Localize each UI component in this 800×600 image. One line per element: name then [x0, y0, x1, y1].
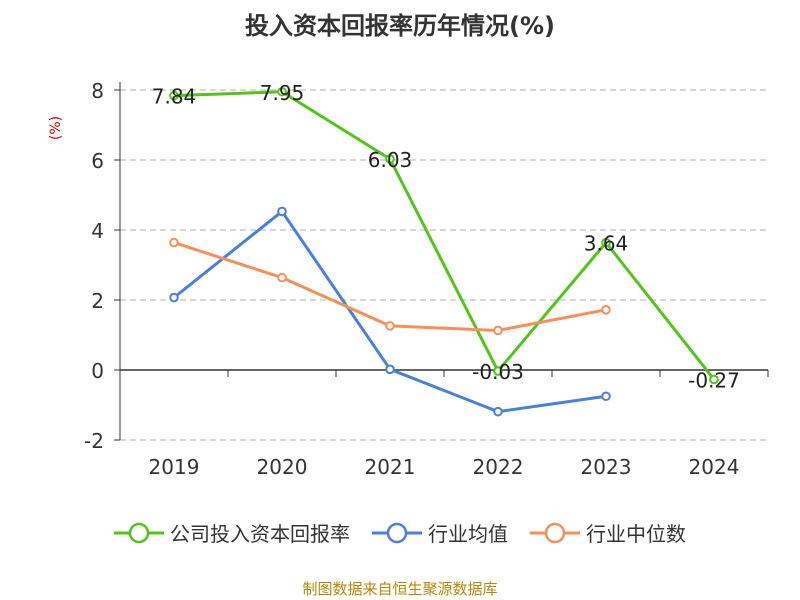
data-label: 7.95: [260, 81, 305, 105]
series-layer: [169, 86, 719, 417]
data-point: [601, 391, 611, 402]
legend-item[interactable]: 行业均值: [372, 518, 508, 547]
series-line-2: [173, 241, 607, 332]
data-point: [385, 154, 395, 164]
data-label: 7.84: [152, 85, 197, 109]
data-point: [277, 272, 287, 283]
legend-symbol: [114, 522, 164, 543]
y-tick-label: 6: [91, 149, 104, 173]
data-point: [277, 206, 287, 217]
x-tick-label: 2023: [581, 455, 632, 479]
data-point: [601, 305, 611, 315]
x-tick-label: 2021: [365, 455, 416, 479]
legend-label: 行业中位数: [586, 522, 686, 546]
data-label: 3.64: [584, 232, 629, 256]
x-tick-label: 2022: [473, 455, 524, 479]
y-tick-label: 0: [91, 359, 104, 383]
y-tick-label: 8: [91, 79, 104, 103]
legend-item[interactable]: 公司投入资本回报率: [114, 518, 350, 547]
legend-label: 行业均值: [428, 522, 508, 546]
x-tick-label: 2020: [257, 455, 308, 479]
data-point: [169, 237, 179, 248]
data-point: [169, 292, 179, 303]
y-tick-label: 4: [91, 219, 104, 243]
data-label: -0.27: [688, 368, 740, 392]
data-point: [169, 90, 179, 101]
data-label: -0.03: [472, 360, 524, 384]
legend-label: 公司投入资本回报率: [170, 522, 350, 546]
grid-lines: [120, 89, 768, 441]
x-tick-label: 2024: [689, 455, 740, 479]
legend-symbol: [372, 522, 422, 543]
chart-title: 投入资本回报率历年情况(%): [245, 12, 555, 40]
data-point: [601, 237, 611, 248]
legend-item[interactable]: 行业中位数: [530, 518, 686, 547]
data-labels: 7.84 7.95 6.03 -0.03 3.64 -0.27: [152, 81, 740, 393]
data-point: [493, 406, 503, 417]
y-axis-label: (%): [48, 116, 64, 140]
legend-symbol: [530, 522, 580, 543]
series-line-1: [173, 209, 607, 414]
axes: -2 0 2 4 6 8 2019 2020 2021 2022 2023 2024: [84, 79, 769, 479]
series-line-0: [173, 90, 716, 381]
y-tick-label: 2: [91, 289, 104, 313]
legend: 公司投入资本回报率 行业均值 行业中位数: [0, 518, 800, 547]
data-point: [385, 364, 395, 375]
data-point: [493, 366, 503, 376]
source-note: 制图数据来自恒生聚源数据库: [302, 580, 498, 598]
x-tick-label: 2019: [149, 455, 200, 479]
data-point: [277, 86, 287, 97]
data-label: 6.03: [368, 148, 413, 172]
y-tick-label: -2: [84, 429, 104, 453]
data-point: [709, 374, 719, 385]
data-point: [385, 321, 395, 331]
data-point: [493, 325, 503, 336]
